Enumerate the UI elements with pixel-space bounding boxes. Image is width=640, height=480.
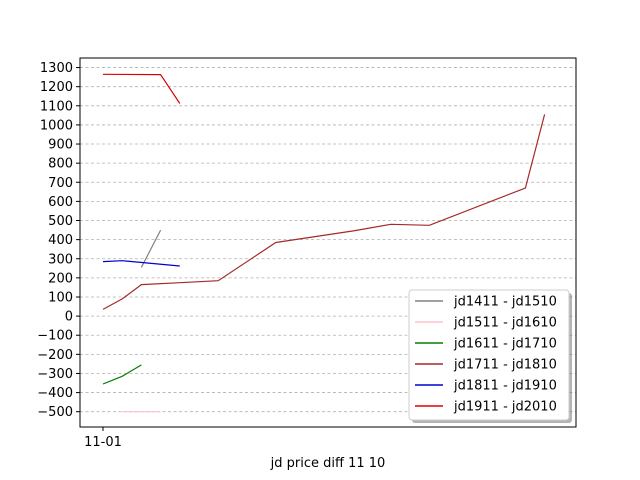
plot-frame <box>79 57 577 428</box>
legend-box <box>408 289 570 421</box>
y-tick-label: 900 <box>48 138 73 153</box>
series-line <box>102 364 142 385</box>
y-tick-label: 600 <box>48 195 73 210</box>
series-line <box>102 114 546 310</box>
y-tick-label: 300 <box>48 252 73 267</box>
legend-entry: jd1911 - jd2010 <box>453 400 557 415</box>
x-tick-label: 11-01 <box>84 435 122 450</box>
y-tick-label: −300 <box>37 367 73 382</box>
y-tick-label: 400 <box>48 233 73 248</box>
y-tick-label: −200 <box>37 348 73 363</box>
legend-entry: jd1511 - jd1610 <box>453 316 557 331</box>
legend-entry: jd1711 - jd1810 <box>453 358 557 373</box>
series-line <box>102 260 180 267</box>
legend-entry: jd1811 - jd1910 <box>453 379 557 394</box>
y-tick-label: −100 <box>37 329 73 344</box>
y-tick-label: −400 <box>37 386 73 401</box>
x-axis: 11-01 <box>84 427 122 450</box>
series-line <box>140 229 162 268</box>
y-tick-label: 100 <box>48 290 73 305</box>
y-tick-label: 700 <box>48 176 73 191</box>
y-tick-label: 200 <box>48 271 73 286</box>
y-tick-label: 1300 <box>40 61 73 76</box>
y-tick-label: −500 <box>37 405 73 420</box>
legend: jd1411 - jd1510 jd1511 - jd1610 jd1611 - j… <box>408 289 572 423</box>
series-lines <box>102 73 546 413</box>
legend-entry: jd1611 - jd1710 <box>453 337 557 352</box>
y-axis: −500 −400 −300 −200 −100 0 100 200 300 400 500 600 7… <box>37 61 80 420</box>
y-tick-label: 0 <box>65 310 73 325</box>
y-tick-label: 1000 <box>40 118 73 133</box>
y-tick-label: 1200 <box>40 80 73 95</box>
series-line <box>102 73 181 104</box>
y-tick-label: 1100 <box>40 99 73 114</box>
x-axis-label: jd price diff 11 10 <box>270 456 386 471</box>
gridlines <box>80 67 576 413</box>
y-tick-label: 500 <box>48 214 73 229</box>
y-tick-label: 800 <box>48 157 73 172</box>
legend-entry: jd1411 - jd1510 <box>453 295 557 310</box>
